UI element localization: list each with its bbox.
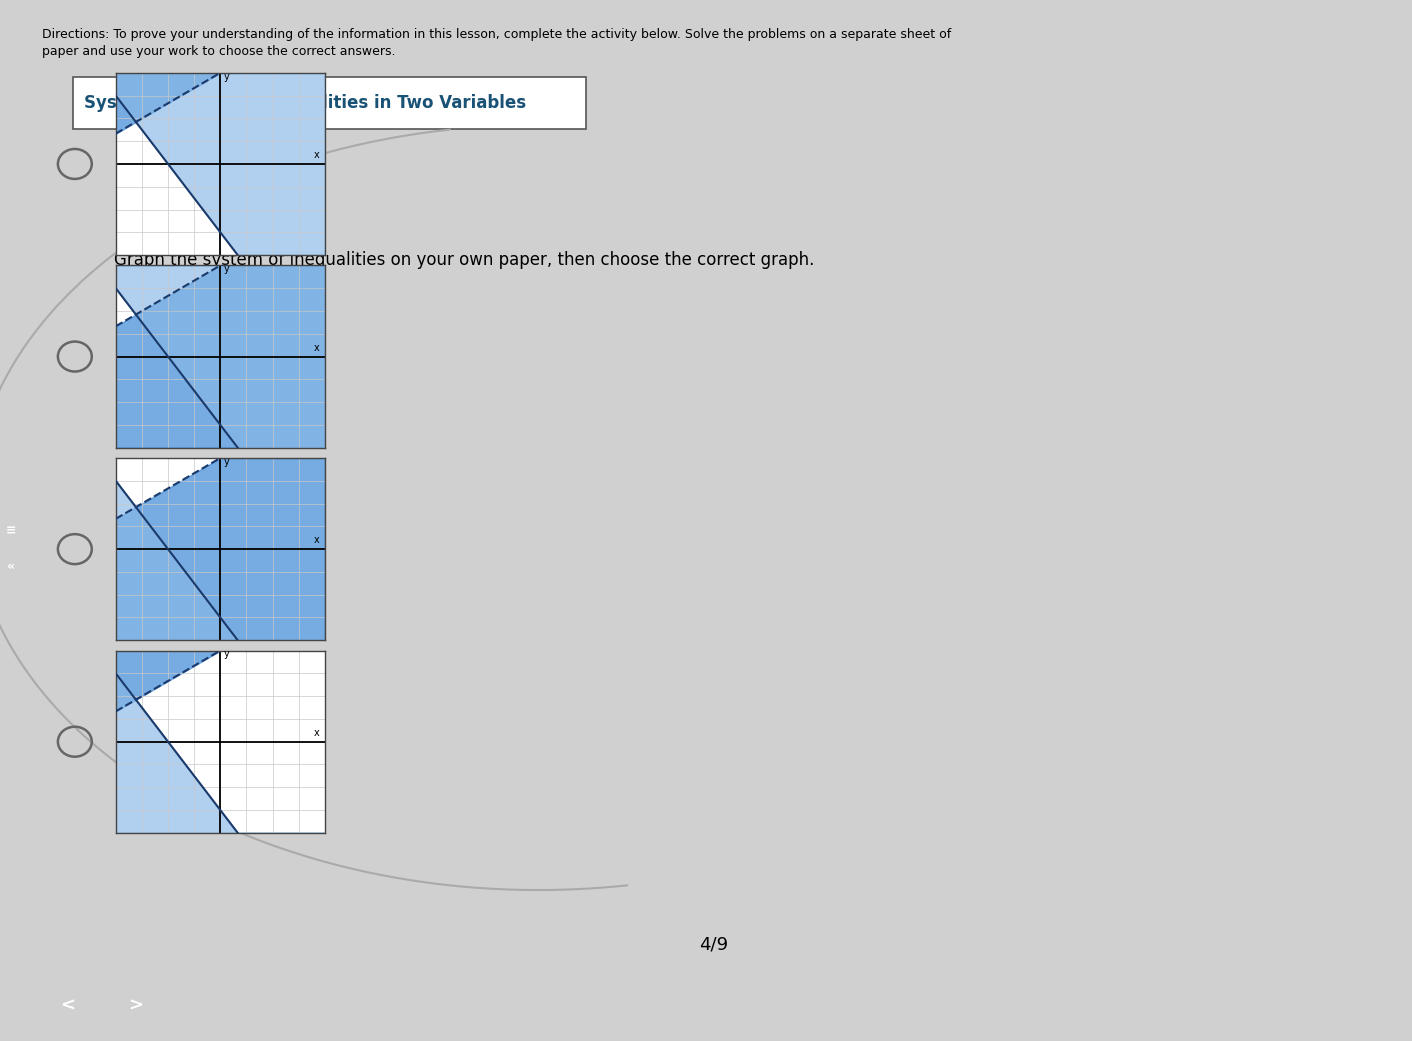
Text: y: y [225,650,230,659]
Text: paper and use your work to choose the correct answers.: paper and use your work to choose the co… [42,45,395,57]
Text: $3x + 2y > -6$: $3x + 2y > -6$ [114,204,265,228]
Text: $-2x + 3y < 12$: $-2x + 3y < 12$ [114,158,270,182]
Text: ≡: ≡ [6,525,17,537]
Text: x: x [313,150,319,160]
Text: >: > [128,996,143,1015]
FancyBboxPatch shape [73,77,586,129]
Text: 4/9: 4/9 [699,936,729,954]
Text: Directions: To prove your understanding of the information in this lesson, compl: Directions: To prove your understanding … [42,28,952,41]
Text: Graph the system of inequalities on your own paper, then choose the correct grap: Graph the system of inequalities on your… [114,251,815,269]
Text: Systems of Linear Inequalities in Two Variables: Systems of Linear Inequalities in Two Va… [85,94,527,112]
Text: y: y [225,457,230,466]
Text: x: x [313,535,319,545]
Text: x: x [313,728,319,738]
Text: <: < [61,996,75,1015]
Text: «: « [7,560,16,573]
Text: y: y [225,72,230,81]
Text: y: y [225,264,230,274]
Text: x: x [313,342,319,353]
